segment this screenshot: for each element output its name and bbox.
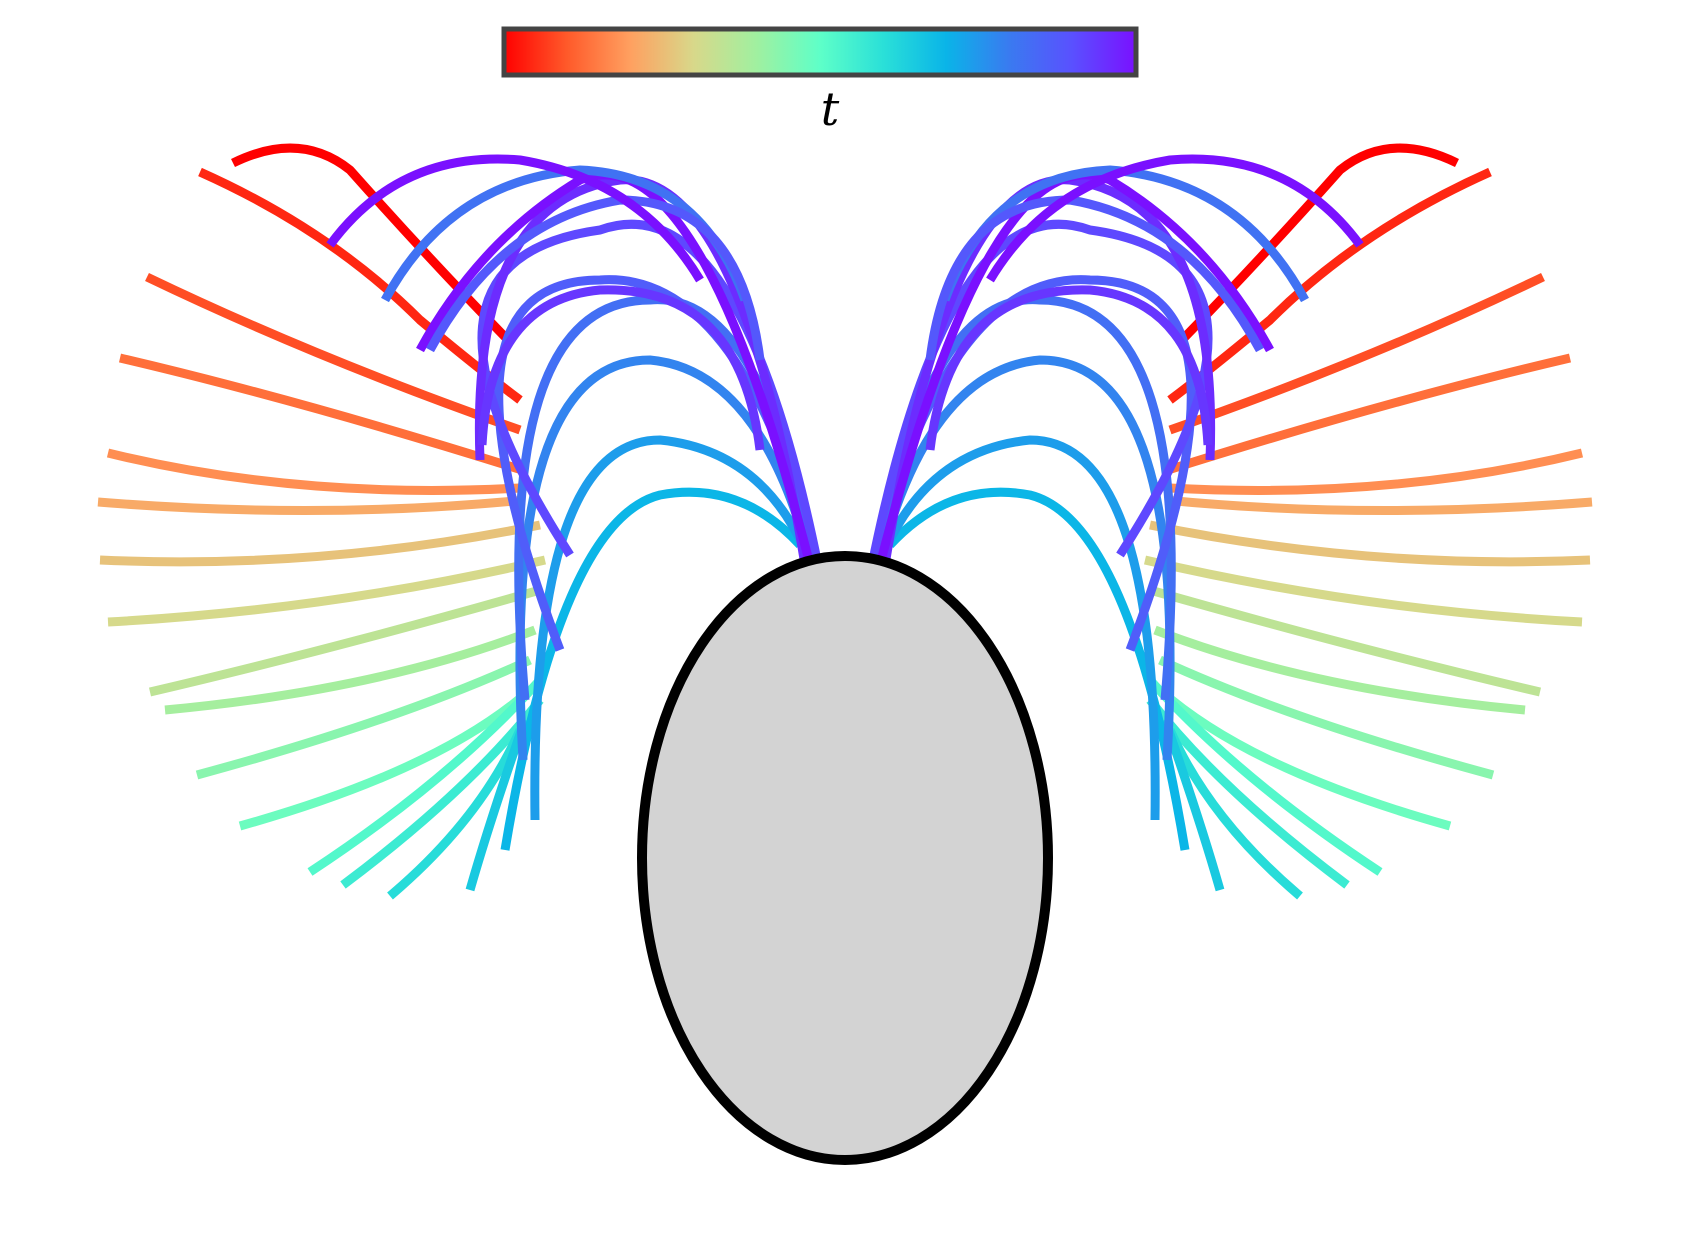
filament-loop-left-3 — [477, 285, 765, 451]
filament-left-18 — [530, 435, 810, 821]
filament-right-13 — [1146, 676, 1383, 876]
filament-loop-left-4 — [326, 154, 704, 283]
filament-right-12 — [1157, 686, 1452, 831]
filament-right-15 — [1165, 728, 1303, 900]
filament-right-9 — [1148, 585, 1542, 697]
body-ellipse — [637, 551, 1053, 1165]
filament-loop-right-4 — [986, 154, 1364, 283]
filament-left-4 — [118, 353, 524, 475]
filament-left-12 — [238, 686, 533, 831]
filament-right-11 — [1158, 655, 1495, 780]
filament-left-10 — [164, 625, 537, 715]
filament-left-14 — [340, 697, 544, 889]
filament-right-5 — [1169, 448, 1584, 495]
filament-right-1 — [1178, 143, 1459, 344]
filament-left-7 — [99, 520, 541, 567]
filament-right-6 — [1164, 495, 1593, 516]
filament-left-6 — [97, 495, 526, 516]
filament-right-18 — [880, 435, 1160, 821]
filament-loop-right-3 — [925, 285, 1213, 451]
filament-left-8 — [107, 555, 547, 627]
filament-left-16 — [465, 718, 530, 892]
filament-right-19 — [875, 355, 1175, 761]
colorbar-label: t — [820, 82, 840, 136]
filament-right-16 — [1160, 718, 1225, 892]
filament-left-5 — [106, 448, 521, 495]
filament-left-3 — [145, 272, 522, 435]
filament-right-10 — [1153, 625, 1526, 715]
filament-right-3 — [1168, 272, 1545, 435]
filament-right-4 — [1166, 353, 1572, 475]
filaments-right-group — [867, 143, 1593, 900]
filament-left-9 — [148, 585, 542, 697]
filament-left-13 — [307, 676, 544, 876]
filament-left-1 — [231, 143, 512, 344]
filament-right-7 — [1149, 520, 1591, 567]
filament-right-14 — [1146, 697, 1350, 889]
filament-left-11 — [195, 655, 532, 780]
filaments-left-group — [97, 143, 823, 900]
colorbar — [501, 26, 1139, 78]
filament-left-19 — [515, 355, 815, 761]
filament-left-15 — [387, 728, 525, 900]
filament-right-8 — [1143, 555, 1583, 627]
